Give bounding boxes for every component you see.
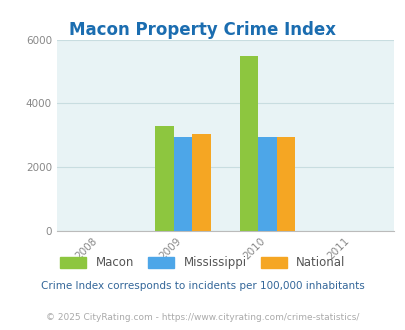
Bar [173,137,192,231]
Bar [258,137,276,231]
Text: Macon Property Crime Index: Macon Property Crime Index [69,21,336,40]
Bar [192,134,211,231]
Legend: Macon, Mississippi, National: Macon, Mississippi, National [55,252,350,274]
Text: Crime Index corresponds to incidents per 100,000 inhabitants: Crime Index corresponds to incidents per… [41,281,364,291]
Bar [239,55,258,231]
Text: © 2025 CityRating.com - https://www.cityrating.com/crime-statistics/: © 2025 CityRating.com - https://www.city… [46,313,359,322]
Bar [276,137,294,231]
Bar [155,126,173,231]
